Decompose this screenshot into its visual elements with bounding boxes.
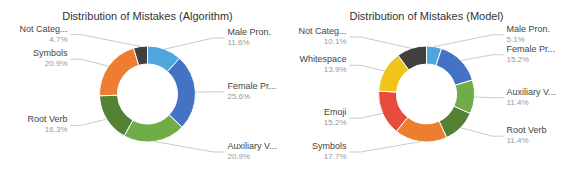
svg-text:Male Pron.: Male Pron. (228, 27, 272, 37)
svg-text:Not Categ...: Not Categ... (298, 26, 346, 36)
svg-text:10.1%: 10.1% (324, 37, 347, 46)
svg-text:15.2%: 15.2% (507, 55, 530, 64)
svg-text:Symbols: Symbols (33, 48, 68, 58)
svg-text:Emoji: Emoji (324, 107, 347, 117)
svg-text:15.2%: 15.2% (324, 118, 347, 127)
svg-text:4.7%: 4.7% (49, 35, 67, 44)
svg-text:Whitespace: Whitespace (299, 54, 346, 64)
html-text:Distribution of Mistakes (Mode: Distribution of Mistakes (Model) (349, 10, 504, 22)
svg-text:17.7%: 17.7% (324, 152, 347, 161)
svg-text:13.9%: 13.9% (324, 65, 347, 74)
svg-text:Auxiliary V...: Auxiliary V... (228, 141, 277, 151)
svg-text:Root Verb: Root Verb (27, 114, 67, 124)
svg-text:Female Pr...: Female Pr... (228, 81, 277, 91)
svg-text:20.9%: 20.9% (228, 152, 251, 161)
svg-text:11.4%: 11.4% (507, 98, 529, 107)
svg-text:Symbols: Symbols (312, 141, 347, 151)
svg-text:11.6%: 11.6% (228, 38, 250, 47)
svg-text:16.3%: 16.3% (45, 125, 68, 134)
svg-text:Not Categ...: Not Categ... (19, 24, 67, 34)
svg-text:20.9%: 20.9% (45, 59, 68, 68)
svg-text:Female Pr...: Female Pr... (507, 44, 556, 54)
svg-text:11.4%: 11.4% (507, 136, 529, 145)
svg-text:Root Verb: Root Verb (507, 125, 547, 135)
html-text:Distribution of Mistakes (Algo: Distribution of Mistakes (Algorithm) (62, 10, 233, 22)
svg-text:Male Pron.: Male Pron. (507, 24, 551, 34)
svg-text:25.6%: 25.6% (228, 92, 251, 101)
svg-text:5.1%: 5.1% (507, 35, 525, 44)
svg-text:Auxiliary V...: Auxiliary V... (507, 87, 556, 97)
